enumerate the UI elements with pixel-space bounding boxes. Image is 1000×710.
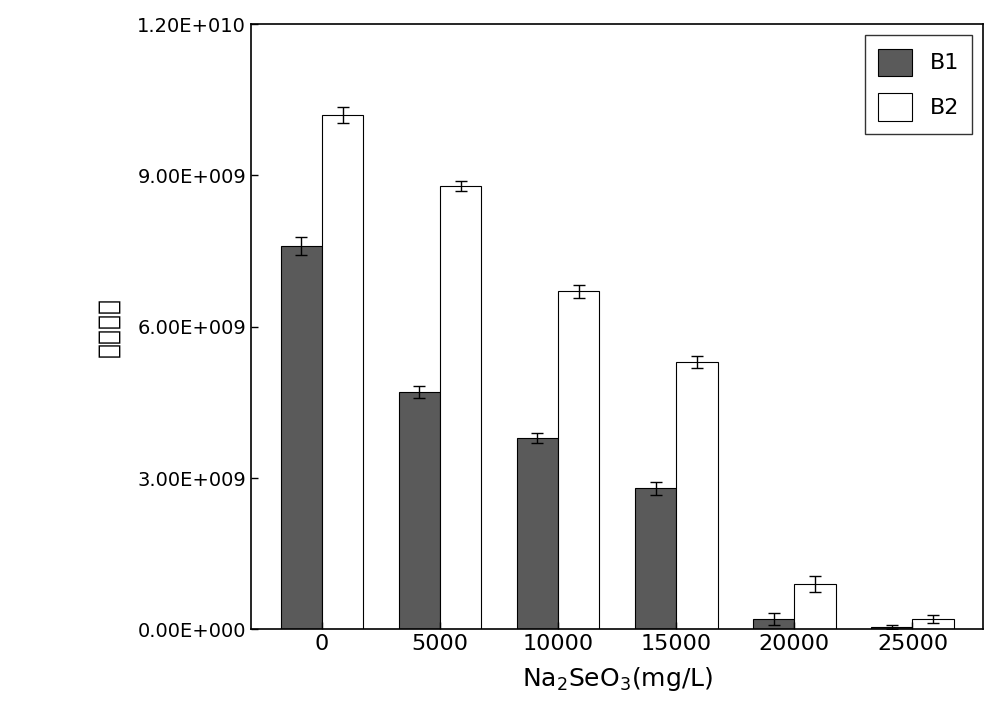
Bar (676, 362, 718, 629)
Bar (517, 438, 558, 629)
Bar (753, 619, 794, 629)
Bar (871, 627, 912, 629)
Bar (794, 584, 836, 629)
X-axis label: Na$_2$SeO$_3$(mg/L): Na$_2$SeO$_3$(mg/L) (522, 665, 713, 694)
Legend: B1, B2: B1, B2 (865, 36, 972, 134)
Bar (635, 488, 676, 629)
Bar (322, 115, 363, 629)
Bar (912, 619, 954, 629)
Bar (558, 292, 599, 629)
Bar (281, 246, 322, 629)
Y-axis label: 细胞个数: 细胞个数 (97, 297, 121, 356)
Bar (399, 393, 440, 629)
Bar (440, 185, 481, 629)
